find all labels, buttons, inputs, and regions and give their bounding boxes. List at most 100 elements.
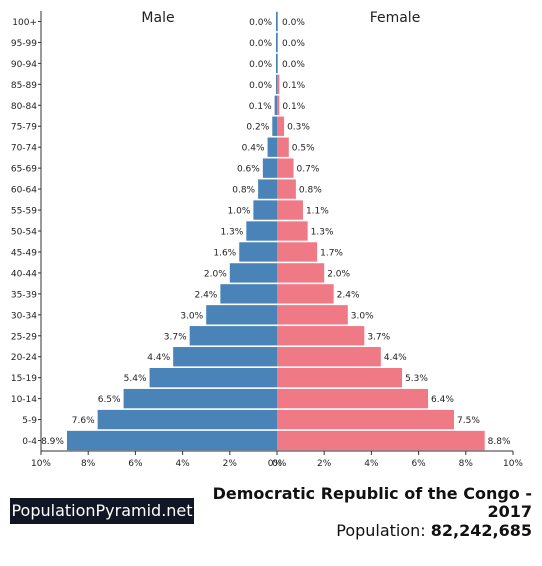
label-male-0-4: 8.9% <box>41 437 64 447</box>
y-tick-label-5-9: 5-9 <box>22 416 37 426</box>
bar-male-sliver-100+ <box>276 11 277 32</box>
label-female-45-49: 1.7% <box>320 248 343 258</box>
y-tick-label-30-34: 30-34 <box>11 311 37 321</box>
label-female-0-4: 8.8% <box>488 437 511 447</box>
label-female-55-59: 1.1% <box>306 207 329 217</box>
y-tick-label-75-79: 75-79 <box>11 123 37 133</box>
label-female-50-54: 1.3% <box>311 228 334 238</box>
y-tick-label-80-84: 80-84 <box>11 102 37 112</box>
bar-female-75-79 <box>277 116 285 136</box>
label-male-100+: 0.0% <box>249 18 272 28</box>
label-male-70-74: 0.4% <box>242 144 265 154</box>
bar-male-0-4 <box>66 430 278 451</box>
x-tick-label-2: 6% <box>128 459 143 469</box>
label-female-100+: 0.0% <box>282 18 305 28</box>
label-female-40-44: 2.0% <box>327 269 350 279</box>
bar-female-sliver-100+ <box>277 11 278 32</box>
bar-male-45-49 <box>239 242 277 262</box>
label-male-85-89: 0.0% <box>249 81 272 91</box>
bar-female-60-64 <box>277 179 296 199</box>
bar-male-50-54 <box>246 221 277 241</box>
chart-title: Democratic Republic of the Congo - 2017 <box>202 485 532 521</box>
label-male-50-54: 1.3% <box>220 228 243 238</box>
label-female-20-24: 4.4% <box>384 353 407 363</box>
y-tick-label-60-64: 60-64 <box>11 186 37 196</box>
y-tick-label-0-4: 0-4 <box>22 437 37 447</box>
label-male-25-29: 3.7% <box>164 332 187 342</box>
bar-male-60-64 <box>258 179 277 199</box>
bar-female-30-34 <box>277 305 348 325</box>
bar-female-85-89 <box>277 74 280 95</box>
bar-male-80-84 <box>274 95 277 115</box>
label-male-55-59: 1.0% <box>228 207 251 217</box>
label-female-60-64: 0.8% <box>299 186 322 196</box>
label-female-95-99: 0.0% <box>282 39 305 49</box>
bar-female-20-24 <box>277 347 381 367</box>
y-tick-label-100+: 100+ <box>12 18 37 28</box>
bar-female-70-74 <box>277 137 289 157</box>
bar-male-5-9 <box>97 409 277 430</box>
y-tick-label-90-94: 90-94 <box>11 60 37 70</box>
label-male-45-49: 1.6% <box>213 248 236 258</box>
label-female-85-89: 0.1% <box>282 81 305 91</box>
y-tick-label-35-39: 35-39 <box>11 290 37 300</box>
bar-male-15-19 <box>149 367 277 388</box>
y-tick-label-85-89: 85-89 <box>11 81 37 91</box>
y-tick-label-55-59: 55-59 <box>11 207 37 217</box>
bar-female-0-4 <box>277 430 485 451</box>
bar-male-sliver-90-94 <box>276 53 277 74</box>
y-tick-label-45-49: 45-49 <box>11 248 37 258</box>
bar-female-55-59 <box>277 200 303 220</box>
bar-male-sliver-85-89 <box>276 74 277 95</box>
bar-female-40-44 <box>277 263 325 283</box>
label-male-75-79: 0.2% <box>246 123 269 133</box>
label-male-5-9: 7.6% <box>72 416 95 426</box>
label-female-35-39: 2.4% <box>337 290 360 300</box>
bar-male-20-24 <box>173 347 277 367</box>
y-tick-label-50-54: 50-54 <box>11 228 37 238</box>
series-header-female: Female <box>370 10 421 26</box>
label-male-35-39: 2.4% <box>194 290 217 300</box>
label-male-90-94: 0.0% <box>249 60 272 70</box>
bar-male-65-69 <box>262 158 277 178</box>
label-male-95-99: 0.0% <box>249 39 272 49</box>
y-tick-label-95-99: 95-99 <box>11 39 37 49</box>
label-female-25-29: 3.7% <box>367 332 390 342</box>
x-tick-label-1: 8% <box>81 459 96 469</box>
bar-female-25-29 <box>277 326 365 346</box>
bar-male-10-14 <box>123 388 277 409</box>
label-male-60-64: 0.8% <box>232 186 255 196</box>
x-tick-label-9: 6% <box>411 459 426 469</box>
x-tick-label-3: 4% <box>175 459 190 469</box>
population-pyramid-chart: Male Female 0.0% 0.0% 100+ 0.0% 0.0% 95-99 0.0% 0… <box>11 10 524 469</box>
label-female-90-94: 0.0% <box>282 60 305 70</box>
label-female-75-79: 0.3% <box>287 123 310 133</box>
bar-male-75-79 <box>272 116 277 136</box>
y-tick-label-40-44: 40-44 <box>11 269 37 279</box>
bar-female-45-49 <box>277 242 318 262</box>
bar-male-55-59 <box>253 200 277 220</box>
y-tick-label-65-69: 65-69 <box>11 165 37 175</box>
bar-female-10-14 <box>277 388 429 409</box>
label-female-30-34: 3.0% <box>351 311 374 321</box>
label-male-80-84: 0.1% <box>249 102 272 112</box>
brand-badge[interactable]: PopulationPyramid.net <box>10 498 194 524</box>
x-tick-label-7: 2% <box>317 459 332 469</box>
bar-male-40-44 <box>229 263 277 283</box>
bar-female-35-39 <box>277 284 334 304</box>
population-value: 82,242,685 <box>430 521 532 540</box>
label-male-30-34: 3.0% <box>180 311 203 321</box>
label-male-40-44: 2.0% <box>204 269 227 279</box>
x-tick-label-4: 2% <box>223 459 238 469</box>
label-female-80-84: 0.1% <box>282 102 305 112</box>
x-tick-label-0: 10% <box>31 459 51 469</box>
x-tick-label-6: 0% <box>272 459 287 469</box>
bar-male-30-34 <box>206 305 277 325</box>
population-line: Population: 82,242,685 <box>336 521 532 540</box>
x-tick-label-11: 10% <box>503 459 523 469</box>
label-male-65-69: 0.6% <box>237 165 260 175</box>
series-header-male: Male <box>141 10 174 26</box>
label-male-10-14: 6.5% <box>98 395 121 405</box>
bar-male-70-74 <box>267 137 277 157</box>
bar-female-50-54 <box>277 221 308 241</box>
